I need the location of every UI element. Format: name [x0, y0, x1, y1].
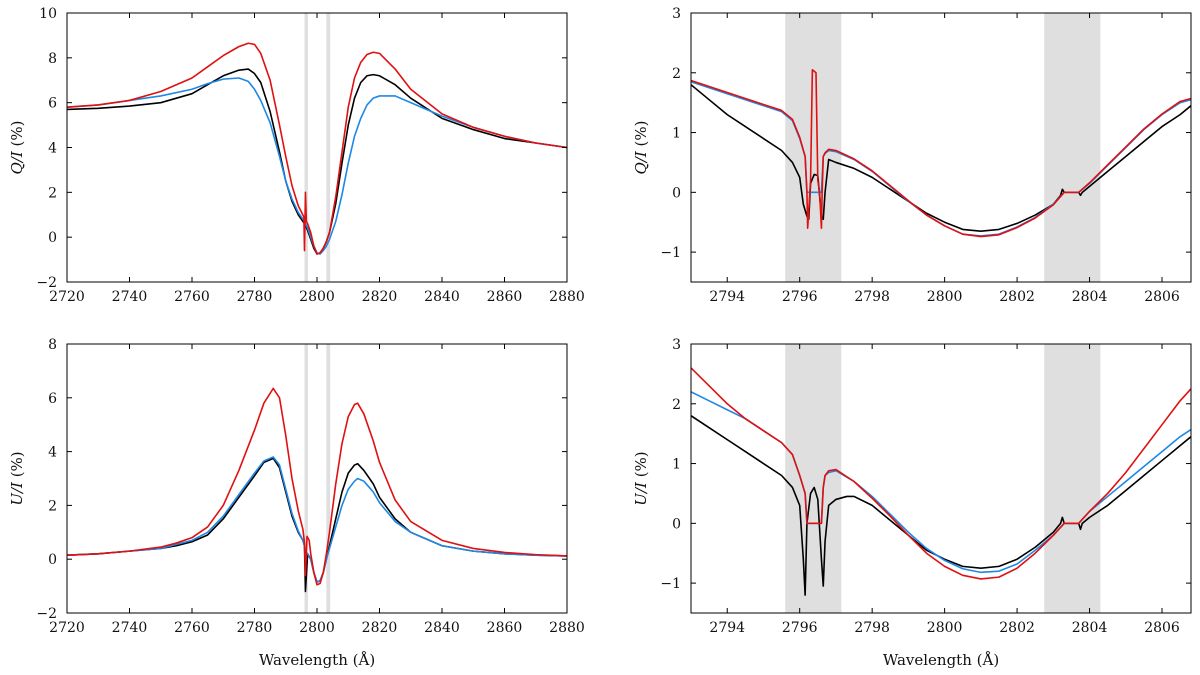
y-tick-label: 4 [48, 141, 57, 157]
x-tick-label: 2760 [174, 620, 210, 636]
x-tick-label: 2796 [782, 620, 818, 636]
x-tick-label: 2800 [927, 620, 963, 636]
x-tick-label: 2840 [424, 289, 460, 305]
x-axis-label: Wavelength (Å) [259, 651, 375, 669]
x-tick-label: 2720 [49, 289, 85, 305]
y-tick-label: −1 [660, 245, 681, 261]
series-red [691, 367, 1191, 580]
shaded-band-1 [1044, 344, 1101, 613]
plot-frame [66, 343, 568, 614]
y-tick-label: 1 [672, 126, 681, 142]
x-tick-label: 2794 [709, 620, 745, 636]
y-axis-label: U/I (%) [8, 451, 26, 505]
panel-bottom-right: 2794 2796 2798 2800 2802 2804 2806 −1 0 1 2 3 U/I (%… [632, 337, 1192, 669]
x-tick-label: 2820 [362, 620, 398, 636]
shaded-band-0 [785, 344, 842, 613]
x-tick-label: 2800 [927, 289, 963, 305]
plot-frame [690, 12, 1192, 283]
series-blue [691, 391, 1191, 574]
x-axis-label: Wavelength (Å) [883, 651, 999, 669]
y-tick-label: −2 [36, 275, 57, 291]
series-black [67, 457, 567, 593]
y-tick-label: 0 [48, 552, 57, 568]
x-tick-label: 2802 [999, 620, 1035, 636]
panel-top-left: 2720 2740 2760 2780 2800 2820 2840 2860 2880 −2 0 2… [8, 6, 585, 305]
x-tick-label: 2820 [362, 289, 398, 305]
x-tick-label: 2860 [487, 289, 523, 305]
y-tick-label: 2 [48, 185, 57, 201]
y-tick-label: 0 [672, 516, 681, 532]
y-tick-label: 0 [48, 230, 57, 246]
x-tick-label: 2720 [49, 620, 85, 636]
y-tick-label: 8 [48, 337, 57, 353]
y-tick-label: 6 [48, 96, 57, 112]
shaded-band-1 [1044, 13, 1101, 282]
y-tick-label: 1 [672, 457, 681, 473]
x-tick-label: 2798 [854, 620, 890, 636]
shaded-band-0 [304, 13, 308, 282]
y-tick-label: −1 [660, 576, 681, 592]
x-tick-label: 2798 [854, 289, 890, 305]
shaded-band-1 [326, 344, 331, 613]
plot-frame [66, 12, 568, 283]
y-tick-label: 2 [672, 397, 681, 413]
x-tick-label: 2740 [112, 620, 148, 636]
y-tick-label: 3 [672, 337, 681, 353]
y-tick-label: 10 [39, 6, 57, 22]
x-tick-label: 2800 [299, 620, 335, 636]
x-tick-label: 2760 [174, 289, 210, 305]
series-black [691, 415, 1191, 596]
y-tick-label: 2 [48, 498, 57, 514]
series-red [691, 68, 1191, 238]
x-tick-label: 2796 [782, 289, 818, 305]
x-tick-label: 2880 [549, 289, 585, 305]
panel-bottom-left: 2720 2740 2760 2780 2800 2820 2840 2860 2880 −2 0 2… [8, 337, 585, 669]
y-tick-label: 6 [48, 391, 57, 407]
y-tick-label: 2 [672, 66, 681, 82]
x-tick-label: 2794 [709, 289, 745, 305]
x-tick-label: 2804 [1072, 620, 1108, 636]
series-blue [67, 456, 567, 583]
series-red [67, 42, 567, 255]
x-tick-label: 2780 [237, 289, 273, 305]
x-tick-label: 2804 [1072, 289, 1108, 305]
x-tick-label: 2780 [237, 620, 273, 636]
x-tick-label: 2806 [1144, 289, 1180, 305]
shaded-band-0 [304, 344, 308, 613]
y-axis-label: Q/I (%) [8, 120, 26, 174]
panel-top-right: 2794 2796 2798 2800 2802 2804 2806 −1 0 1 2 3 Q/I (%… [632, 6, 1192, 305]
x-tick-label: 2802 [999, 289, 1035, 305]
y-axis-label: U/I (%) [632, 451, 650, 505]
y-tick-label: 8 [48, 51, 57, 67]
y-axis-label: Q/I (%) [632, 120, 650, 174]
shaded-band-1 [326, 13, 331, 282]
x-tick-label: 2800 [299, 289, 335, 305]
y-tick-label: −2 [36, 606, 57, 622]
y-tick-label: 0 [672, 185, 681, 201]
shaded-band-0 [785, 13, 842, 282]
x-tick-label: 2880 [549, 620, 585, 636]
x-tick-label: 2740 [112, 289, 148, 305]
x-tick-label: 2806 [1144, 620, 1180, 636]
y-tick-label: 4 [48, 445, 57, 461]
x-tick-label: 2840 [424, 620, 460, 636]
x-tick-label: 2860 [487, 620, 523, 636]
plot-frame [690, 343, 1192, 614]
series-red [67, 387, 567, 586]
y-tick-label: 3 [672, 6, 681, 22]
